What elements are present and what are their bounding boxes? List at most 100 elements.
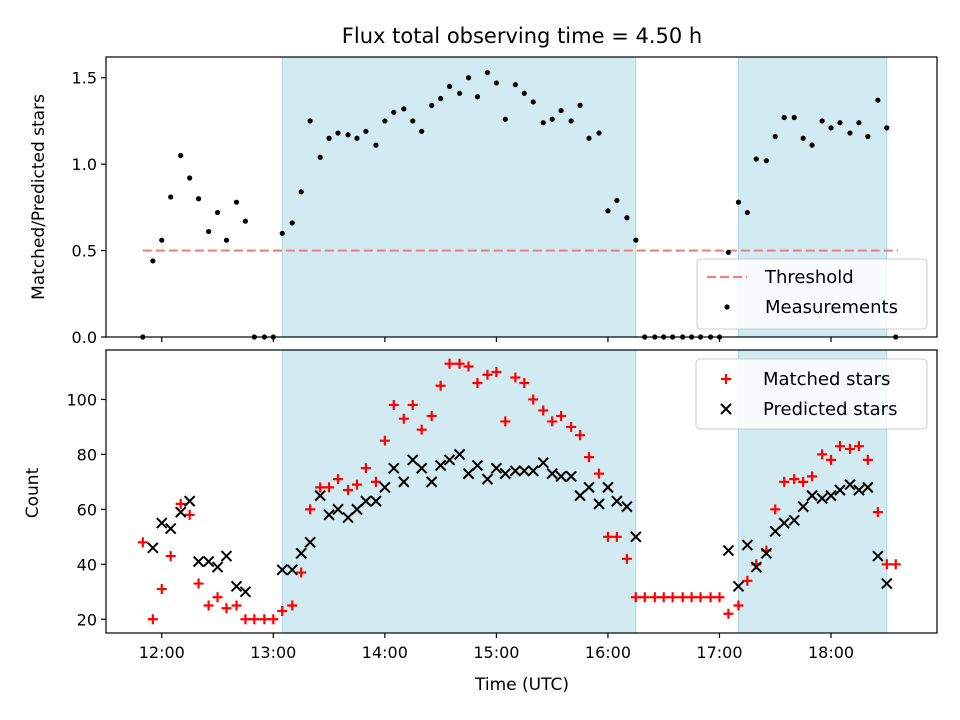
matched-star-point: [575, 430, 586, 441]
legend-measurements-swatch: [724, 304, 730, 310]
matched-star-point: [231, 600, 242, 611]
matched-star-point: [259, 614, 270, 625]
top-measurement-point: [484, 69, 491, 76]
top-measurement-point: [429, 102, 435, 108]
matched-star-point: [826, 454, 837, 465]
top-measurement-point: [856, 120, 862, 126]
top-measurement-point: [465, 75, 472, 81]
matched-star-point: [538, 405, 549, 416]
top-measurement-point: [354, 135, 360, 141]
matched-star-point: [454, 358, 465, 369]
top-measurement-point: [493, 80, 500, 86]
matched-star-point: [398, 413, 409, 424]
matched-star-point: [890, 559, 901, 570]
matched-star-point: [500, 416, 511, 427]
matched-star-point: [351, 479, 362, 490]
predicted-star-point: [370, 495, 382, 507]
top-measurement-point: [577, 102, 583, 108]
matched-star-point: [630, 592, 641, 603]
predicted-star-point: [379, 481, 391, 494]
matched-star-point: [742, 575, 753, 586]
predicted-star-point: [881, 577, 893, 590]
matched-star-point: [193, 578, 204, 589]
top-measurement-point: [586, 135, 592, 141]
matched-star-point: [491, 366, 502, 377]
matched-star-point: [388, 399, 399, 410]
top-measurement-point: [326, 135, 332, 141]
xtick-label: 17:00: [696, 643, 742, 662]
predicted-star-point: [342, 511, 354, 524]
top-measurement-point: [512, 82, 518, 88]
predicted-star-point: [499, 467, 512, 480]
predicted-star-point: [434, 459, 447, 472]
predicted-star-point: [286, 564, 298, 576]
matched-star-point: [547, 416, 558, 427]
top-measurement-point: [502, 116, 508, 122]
matched-star-point: [287, 600, 298, 611]
predicted-star-point: [220, 550, 233, 562]
top-measurement-point: [763, 158, 769, 164]
top-measurement-point: [242, 218, 249, 224]
matched-star-point: [305, 504, 316, 515]
predicted-star-point: [415, 462, 428, 474]
matched-star-point: [733, 600, 744, 611]
x-axis-label: Time (UTC): [474, 675, 569, 695]
predicted-star-point: [806, 489, 818, 502]
predicted-star-point: [797, 500, 809, 513]
top-measurement-point: [335, 130, 341, 136]
predicted-star-point: [425, 476, 438, 488]
top-measurement-point: [568, 118, 574, 124]
matched-star-point: [175, 498, 186, 509]
top-ytick-label: 0.5: [72, 242, 97, 261]
predicted-star-point: [360, 495, 372, 507]
matched-star-point: [705, 592, 716, 603]
matched-star-point: [221, 603, 232, 614]
chart-title: Flux total observing time = 4.50 h: [342, 24, 702, 48]
top-measurement-point: [233, 199, 240, 205]
top-ytick-label: 1.5: [72, 69, 97, 88]
top-measurement-point: [753, 156, 759, 162]
xtick-label: 12:00: [139, 643, 185, 662]
predicted-star-point: [788, 514, 800, 527]
top-measurement-point: [828, 125, 834, 131]
top-measurement-point: [419, 128, 425, 134]
matched-star-point: [360, 463, 371, 474]
predicted-star-point: [462, 467, 475, 480]
matched-star-point: [881, 559, 892, 570]
predicted-star-point: [583, 481, 595, 494]
matched-star-point: [594, 468, 605, 479]
top-panel: 0.0 0.5 1.0 1.5 Threshold Measurements: [72, 56, 938, 347]
predicted-star-point: [239, 586, 252, 598]
matched-star-point: [872, 507, 883, 518]
matched-star-point: [695, 592, 706, 603]
top-ylabel: Matched/Predicted stars: [29, 94, 49, 300]
top-measurement-point: [168, 194, 174, 200]
matched-star-point: [165, 551, 176, 562]
predicted-star-point: [778, 517, 790, 529]
matched-star-point: [249, 614, 260, 625]
xtick-label: 18:00: [808, 643, 854, 662]
matched-star-point: [435, 380, 446, 391]
matched-star-point: [333, 474, 344, 485]
predicted-star-point: [546, 467, 558, 480]
matched-star-point: [203, 600, 214, 611]
top-measurement-point: [474, 94, 481, 100]
predicted-star-point: [295, 547, 307, 560]
predicted-star-point: [750, 561, 763, 573]
predicted-star-point: [211, 561, 224, 573]
bottom-ytick-label: 100: [66, 390, 97, 409]
bottom-legend-box: [695, 358, 928, 430]
predicted-star-point: [175, 506, 187, 518]
top-measurement-point: [847, 130, 853, 136]
predicted-star-point: [741, 539, 754, 551]
predicted-star-point: [593, 498, 605, 510]
top-measurement-point: [456, 90, 463, 96]
matched-star-point: [212, 592, 223, 603]
predicted-star-point: [314, 489, 326, 502]
legend-threshold-label: Threshold: [764, 267, 854, 288]
top-measurement-point: [875, 97, 881, 103]
top-measurement-point: [345, 132, 351, 138]
top-measurement-point: [391, 109, 397, 115]
predicted-star-point: [443, 454, 456, 466]
